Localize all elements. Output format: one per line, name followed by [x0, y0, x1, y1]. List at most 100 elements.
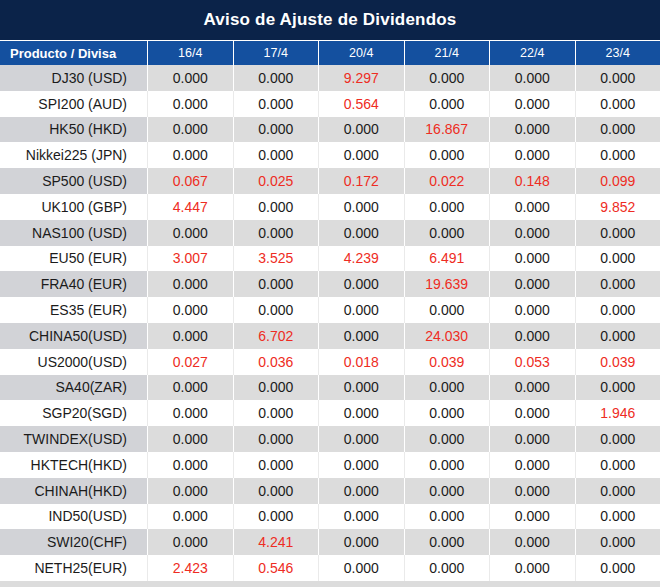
value-cell: 0.000 — [575, 375, 660, 401]
value-cell: 0.000 — [318, 323, 404, 349]
value-cell: 2.423 — [147, 555, 233, 581]
value-cell: 0.000 — [404, 478, 490, 504]
value-cell: 0.025 — [233, 168, 319, 194]
product-cell: IND50(USD) — [0, 504, 147, 530]
product-cell: HKTECH(HKD) — [0, 452, 147, 478]
table-row: UK100 (GBP)4.4470.0000.0000.0000.0009.85… — [0, 194, 660, 220]
value-cell: 0.000 — [147, 271, 233, 297]
value-cell: 0.172 — [318, 168, 404, 194]
table-row: TWINDEX(USD)0.0000.0000.0000.0000.0000.0… — [0, 426, 660, 452]
value-cell: 0.000 — [147, 529, 233, 555]
value-cell: 0.000 — [404, 426, 490, 452]
value-cell: 0.000 — [147, 220, 233, 246]
value-cell: 0.000 — [489, 452, 575, 478]
table-row: CHINA50(USD)0.0006.7020.00024.0300.0000.… — [0, 323, 660, 349]
value-cell: 9.852 — [575, 194, 660, 220]
value-cell: 0.000 — [575, 323, 660, 349]
table-header-row: Producto / Divisa 16/417/420/421/422/423… — [0, 41, 660, 65]
value-cell: 0.000 — [489, 323, 575, 349]
value-cell: 0.000 — [147, 478, 233, 504]
value-cell: 0.000 — [404, 504, 490, 530]
product-cell: SWI20(CHF) — [0, 529, 147, 555]
value-cell: 0.000 — [318, 555, 404, 581]
value-cell: 0.000 — [489, 194, 575, 220]
value-cell: 0.000 — [318, 194, 404, 220]
value-cell: 0.000 — [318, 297, 404, 323]
value-cell: 0.000 — [575, 297, 660, 323]
table-row: CHINAH(HKD)0.0000.0000.0000.0000.0000.00… — [0, 478, 660, 504]
value-cell: 0.000 — [147, 117, 233, 143]
value-cell: 0.000 — [489, 220, 575, 246]
value-cell: 6.491 — [404, 246, 490, 272]
table-row: SGP20(SGD)0.0000.0000.0000.0000.0001.946 — [0, 400, 660, 426]
value-cell: 0.000 — [489, 426, 575, 452]
value-cell: 0.000 — [318, 529, 404, 555]
table-row: Nikkei225 (JPN)0.0000.0000.0000.0000.000… — [0, 142, 660, 168]
value-cell: 0.000 — [575, 142, 660, 168]
value-cell: 0.000 — [318, 117, 404, 143]
value-cell: 0.000 — [233, 478, 319, 504]
value-cell: 0.000 — [489, 271, 575, 297]
value-cell: 0.000 — [489, 142, 575, 168]
value-cell: 0.000 — [575, 220, 660, 246]
value-cell: 0.053 — [489, 349, 575, 375]
value-cell: 0.000 — [147, 142, 233, 168]
value-cell: 0.000 — [575, 452, 660, 478]
value-cell: 0.000 — [147, 375, 233, 401]
product-cell: SA40(ZAR) — [0, 375, 147, 401]
value-cell: 0.000 — [318, 271, 404, 297]
product-cell: HK50 (HKD) — [0, 117, 147, 143]
table-row: HKTECH(HKD)0.0000.0000.0000.0000.0000.00… — [0, 452, 660, 478]
value-cell: 0.000 — [233, 426, 319, 452]
value-cell: 0.000 — [233, 194, 319, 220]
table-row: SPI200 (AUD)0.0000.0000.5640.0000.0000.0… — [0, 91, 660, 117]
table-row: NAS100 (USD)0.0000.0000.0000.0000.0000.0… — [0, 220, 660, 246]
product-cell: NETH25(EUR) — [0, 555, 147, 581]
value-cell: 0.000 — [489, 65, 575, 91]
value-cell: 0.000 — [233, 91, 319, 117]
value-cell: 0.000 — [489, 375, 575, 401]
table-row: US2000(USD)0.0270.0360.0180.0390.0530.03… — [0, 349, 660, 375]
product-cell: US2000(USD) — [0, 349, 147, 375]
value-cell: 0.000 — [489, 478, 575, 504]
table-body: DJ30 (USD)0.0000.0009.2970.0000.0000.000… — [0, 65, 660, 581]
product-cell: NAS100 (USD) — [0, 220, 147, 246]
value-cell: 0.022 — [404, 168, 490, 194]
column-header-date: 21/4 — [404, 41, 490, 65]
table-row: SA40(ZAR)0.0000.0000.0000.0000.0000.000 — [0, 375, 660, 401]
value-cell: 0.000 — [489, 297, 575, 323]
value-cell: 0.018 — [318, 349, 404, 375]
value-cell: 0.000 — [404, 375, 490, 401]
value-cell: 0.000 — [147, 297, 233, 323]
value-cell: 0.000 — [489, 91, 575, 117]
table-row: HK50 (HKD)0.0000.0000.00016.8670.0000.00… — [0, 117, 660, 143]
value-cell: 0.000 — [318, 375, 404, 401]
table-row: FRA40 (EUR)0.0000.0000.00019.6390.0000.0… — [0, 271, 660, 297]
value-cell: 0.000 — [489, 555, 575, 581]
product-cell: EU50 (EUR) — [0, 246, 147, 272]
value-cell: 0.000 — [575, 271, 660, 297]
value-cell: 1.946 — [575, 400, 660, 426]
column-header-date: 22/4 — [489, 41, 575, 65]
product-cell: SPI200 (AUD) — [0, 91, 147, 117]
value-cell: 0.148 — [489, 168, 575, 194]
bottom-partial-row — [0, 581, 660, 587]
value-cell: 0.000 — [147, 65, 233, 91]
value-cell: 0.000 — [404, 91, 490, 117]
value-cell: 0.039 — [404, 349, 490, 375]
product-cell: Nikkei225 (JPN) — [0, 142, 147, 168]
value-cell: 0.000 — [575, 91, 660, 117]
value-cell: 0.000 — [233, 504, 319, 530]
table-row: NETH25(EUR)2.4230.5460.0000.0000.0000.00… — [0, 555, 660, 581]
value-cell: 0.000 — [147, 323, 233, 349]
value-cell: 0.000 — [147, 400, 233, 426]
value-cell: 0.000 — [404, 142, 490, 168]
value-cell: 16.867 — [404, 117, 490, 143]
value-cell: 0.000 — [575, 478, 660, 504]
value-cell: 0.000 — [489, 529, 575, 555]
value-cell: 0.000 — [575, 426, 660, 452]
product-cell: FRA40 (EUR) — [0, 271, 147, 297]
value-cell: 0.000 — [233, 220, 319, 246]
value-cell: 19.639 — [404, 271, 490, 297]
table-row: DJ30 (USD)0.0000.0009.2970.0000.0000.000 — [0, 65, 660, 91]
